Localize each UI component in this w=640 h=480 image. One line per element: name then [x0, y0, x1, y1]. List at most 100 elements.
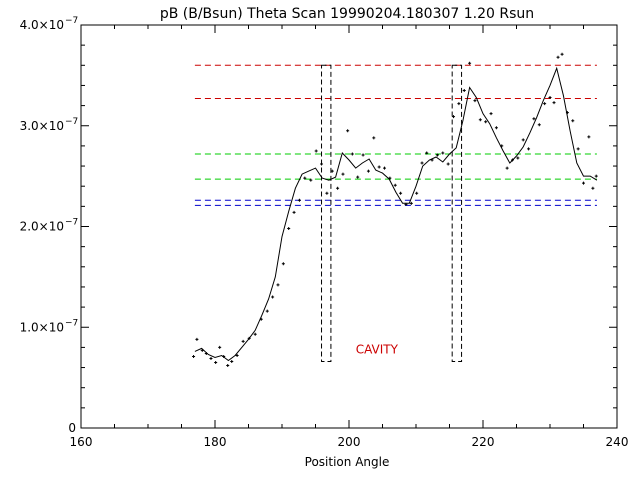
- data-point: [350, 152, 354, 156]
- data-point: [409, 201, 413, 205]
- data-point: [388, 176, 392, 180]
- smoothed-line: [194, 66, 598, 362]
- data-point: [425, 151, 429, 155]
- y-tick-label: 1.0×10: [20, 320, 64, 334]
- data-point: [537, 123, 541, 127]
- data-point: [430, 158, 434, 162]
- cavity-box: [451, 64, 463, 363]
- data-point: [420, 161, 424, 165]
- data-point: [281, 262, 285, 266]
- data-point: [510, 158, 514, 162]
- data-point: [361, 153, 365, 157]
- data-point: [230, 360, 234, 364]
- data-point: [560, 52, 564, 56]
- data-point: [494, 126, 498, 130]
- data-point: [383, 166, 387, 170]
- data-point: [346, 129, 350, 133]
- data-point: [576, 147, 580, 151]
- data-point: [330, 169, 334, 173]
- data-series: [194, 66, 598, 362]
- data-point: [235, 353, 239, 357]
- data-point: [265, 309, 269, 313]
- data-point: [532, 117, 536, 121]
- data-point: [404, 202, 408, 206]
- data-point: [543, 102, 547, 106]
- x-tick-label: 180: [204, 435, 227, 449]
- data-point: [377, 165, 381, 169]
- data-point: [314, 149, 318, 153]
- reference-lines: [194, 64, 597, 206]
- y-tick-exponent: −7: [65, 218, 78, 228]
- data-point: [241, 339, 245, 343]
- data-point: [226, 364, 230, 368]
- data-point: [452, 115, 456, 119]
- data-point: [372, 136, 376, 140]
- data-point: [591, 186, 595, 190]
- data-point: [473, 99, 477, 103]
- data-point: [204, 351, 208, 355]
- data-point: [399, 191, 403, 195]
- x-axis: 160 180 200 220 240: [70, 25, 629, 449]
- cavity-box: [321, 64, 332, 363]
- y-tick-label: 3.0×10: [20, 119, 64, 133]
- data-point: [521, 138, 525, 142]
- data-point: [214, 361, 218, 365]
- data-point: [309, 178, 313, 182]
- data-point: [247, 336, 251, 340]
- data-point: [446, 162, 450, 166]
- y-tick-exponent: −7: [65, 318, 78, 328]
- data-point: [287, 227, 291, 231]
- data-point: [582, 181, 585, 185]
- data-point: [500, 144, 504, 148]
- data-point: [484, 120, 488, 124]
- data-point: [253, 332, 257, 336]
- data-points: [192, 52, 598, 368]
- data-point: [320, 162, 324, 166]
- data-point: [516, 156, 520, 160]
- data-point: [195, 337, 199, 341]
- data-point: [271, 295, 275, 299]
- data-point: [276, 283, 280, 287]
- x-tick-label: 220: [472, 435, 495, 449]
- data-point: [571, 119, 575, 123]
- data-point: [222, 354, 226, 358]
- data-point: [336, 186, 340, 190]
- y-tick-label: 2.0×10: [20, 220, 64, 234]
- cavity-boxes: [321, 64, 463, 363]
- data-point: [292, 210, 296, 214]
- x-tick-label: 160: [70, 435, 93, 449]
- data-point: [325, 191, 329, 195]
- x-tick-label: 240: [606, 435, 629, 449]
- x-axis-label: Position Angle: [305, 455, 390, 469]
- cavity-label: CAVITY: [356, 342, 399, 356]
- data-point: [435, 153, 439, 157]
- data-point: [393, 183, 397, 187]
- data-point: [415, 191, 419, 195]
- y-tick-label: 0: [68, 421, 76, 435]
- data-point: [478, 118, 482, 122]
- data-point: [462, 88, 466, 92]
- chart-title: pB (B/Bsun) Theta Scan 19990204.180307 1…: [160, 6, 534, 22]
- data-point: [594, 174, 598, 178]
- data-point: [297, 198, 301, 202]
- data-point: [341, 172, 345, 176]
- data-point: [218, 345, 222, 349]
- data-point: [209, 356, 213, 360]
- data-point: [356, 175, 360, 179]
- data-point: [489, 112, 493, 116]
- y-tick-label: 4.0×10: [20, 18, 64, 32]
- data-point: [200, 348, 204, 352]
- data-point: [366, 169, 370, 173]
- data-point: [457, 102, 461, 106]
- data-point: [587, 135, 591, 139]
- data-point: [505, 166, 509, 170]
- data-point: [565, 111, 569, 115]
- data-point: [259, 317, 263, 321]
- y-tick-exponent: −7: [65, 117, 78, 127]
- data-point: [556, 55, 560, 59]
- data-point: [468, 61, 472, 65]
- y-axis: 01.0×10 −72.0×10 −73.0×10 −74.0×10 −7: [20, 16, 617, 435]
- data-point: [303, 176, 307, 180]
- data-point: [192, 354, 196, 358]
